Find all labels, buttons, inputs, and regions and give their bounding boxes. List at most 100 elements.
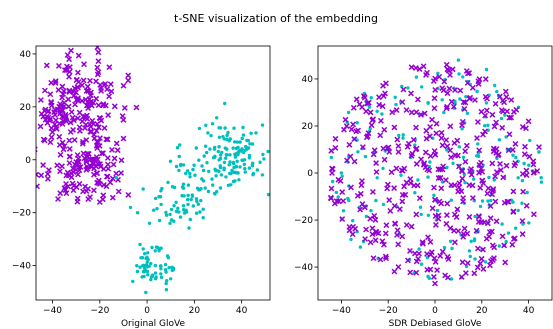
scatter-point-dot bbox=[235, 159, 239, 163]
scatter-point-x bbox=[492, 198, 499, 205]
scatter-point-x bbox=[38, 172, 45, 179]
scatter-point-dot bbox=[155, 207, 159, 211]
scatter-point-x bbox=[351, 136, 358, 143]
scatter-point-dot bbox=[339, 171, 344, 175]
scatter-point-x bbox=[395, 241, 402, 248]
scatter-point-x bbox=[487, 215, 494, 222]
scatter-point-dot bbox=[205, 150, 209, 155]
scatter-point-x bbox=[94, 170, 101, 177]
scatter-point-x bbox=[431, 196, 438, 203]
scatter-point-x bbox=[478, 165, 485, 172]
scatter-point-x bbox=[41, 87, 48, 94]
scatter-point-dot bbox=[178, 162, 183, 167]
scatter-point-dot bbox=[153, 271, 158, 275]
scatter-point-x bbox=[102, 80, 109, 87]
scatter-point-x bbox=[110, 161, 117, 168]
scatter-point-x bbox=[433, 120, 440, 127]
x-tick-label: −40 bbox=[43, 306, 62, 316]
scatter-point-x bbox=[474, 135, 480, 142]
scatter-point-dot bbox=[520, 201, 524, 205]
scatter-point-x bbox=[469, 182, 476, 189]
scatter-point-dot bbox=[201, 168, 206, 173]
scatter-point-x bbox=[87, 99, 93, 106]
scatter-point-x bbox=[82, 96, 89, 103]
scatter-point-x bbox=[76, 124, 83, 131]
scatter-point-x bbox=[66, 73, 72, 80]
scatter-point-x bbox=[104, 86, 111, 93]
scatter-point-dot bbox=[254, 131, 258, 135]
scatter-point-dot bbox=[216, 149, 220, 154]
scatter-point-dot bbox=[209, 133, 213, 138]
scatter-point-x bbox=[367, 239, 374, 246]
scatter-point-x bbox=[439, 248, 446, 255]
scatter-point-x bbox=[75, 79, 82, 85]
scatter-point-x bbox=[447, 147, 454, 154]
scatter-point-dot bbox=[149, 261, 153, 266]
scatter-point-dot bbox=[435, 208, 440, 213]
scatter-point-x bbox=[118, 170, 125, 176]
scatter-point-dot bbox=[228, 137, 232, 141]
scatter-point-x bbox=[57, 101, 64, 107]
scatter-point-x bbox=[413, 160, 420, 167]
scatter-point-dot bbox=[241, 125, 245, 130]
scatter-point-x bbox=[503, 162, 510, 169]
scatter-point-dot bbox=[336, 195, 340, 199]
scatter-point-dot bbox=[260, 123, 265, 127]
scatter-point-dot bbox=[516, 208, 520, 213]
scatter-point-x bbox=[449, 66, 456, 73]
scatter-point-x bbox=[431, 184, 437, 191]
scatter-point-x bbox=[488, 258, 494, 265]
scatter-point-dot bbox=[406, 86, 410, 90]
scatter-point-x bbox=[399, 191, 406, 198]
scatter-point-x bbox=[93, 78, 99, 85]
scatter-point-x bbox=[523, 172, 530, 179]
scatter-point-x bbox=[381, 156, 388, 163]
scatter-point-x bbox=[408, 223, 415, 230]
scatter-point-x bbox=[73, 159, 80, 166]
scatter-point-x bbox=[84, 83, 91, 90]
scatter-point-dot bbox=[537, 150, 541, 154]
scatter-point-dot bbox=[225, 133, 229, 138]
scatter-point-dot bbox=[144, 290, 148, 295]
scatter-point-dot bbox=[218, 126, 223, 130]
scatter-point-dot bbox=[212, 191, 217, 196]
scatter-point-x bbox=[95, 49, 102, 56]
scatter-point-x bbox=[80, 150, 87, 157]
scatter-point-x bbox=[445, 256, 452, 263]
scatter-point-dot bbox=[224, 175, 228, 179]
scatter-point-x bbox=[98, 150, 105, 157]
y-tick-label: 20 bbox=[20, 103, 32, 113]
scatter-point-x bbox=[335, 198, 342, 205]
scatter-point-x bbox=[97, 161, 103, 167]
scatter-point-x bbox=[373, 169, 380, 175]
scatter-point-x bbox=[414, 96, 421, 103]
scatter-point-x bbox=[489, 160, 496, 167]
figure-title: t-SNE visualization of the embedding bbox=[174, 12, 378, 25]
scatter-point-dot bbox=[440, 98, 444, 102]
scatter-point-dot bbox=[176, 206, 180, 210]
scatter-point-dot bbox=[178, 143, 182, 147]
scatter-point-x bbox=[94, 156, 101, 163]
scatter-point-x bbox=[346, 141, 353, 148]
scatter-point-dot bbox=[235, 171, 240, 175]
scatter-point-dot bbox=[486, 199, 490, 203]
scatter-point-x bbox=[359, 178, 365, 184]
scatter-point-x bbox=[450, 103, 457, 110]
scatter-point-dot bbox=[413, 191, 417, 195]
scatter-point-x bbox=[427, 238, 434, 245]
scatter-point-x bbox=[74, 195, 81, 202]
scatter-point-x bbox=[71, 137, 78, 143]
scatter-point-dot bbox=[188, 217, 192, 222]
scatter-point-dot bbox=[527, 163, 531, 167]
scatter-point-x bbox=[475, 80, 482, 87]
scatter-point-x bbox=[115, 188, 122, 195]
scatter-point-x bbox=[480, 180, 487, 187]
scatter-point-x bbox=[68, 170, 75, 177]
scatter-point-dot bbox=[211, 156, 216, 160]
scatter-point-x bbox=[76, 167, 83, 174]
scatter-point-dot bbox=[414, 75, 419, 79]
scatter-point-x bbox=[370, 255, 377, 262]
scatter-point-dot bbox=[181, 163, 186, 167]
scatter-point-dot bbox=[150, 274, 154, 279]
scatter-point-x bbox=[79, 138, 86, 145]
